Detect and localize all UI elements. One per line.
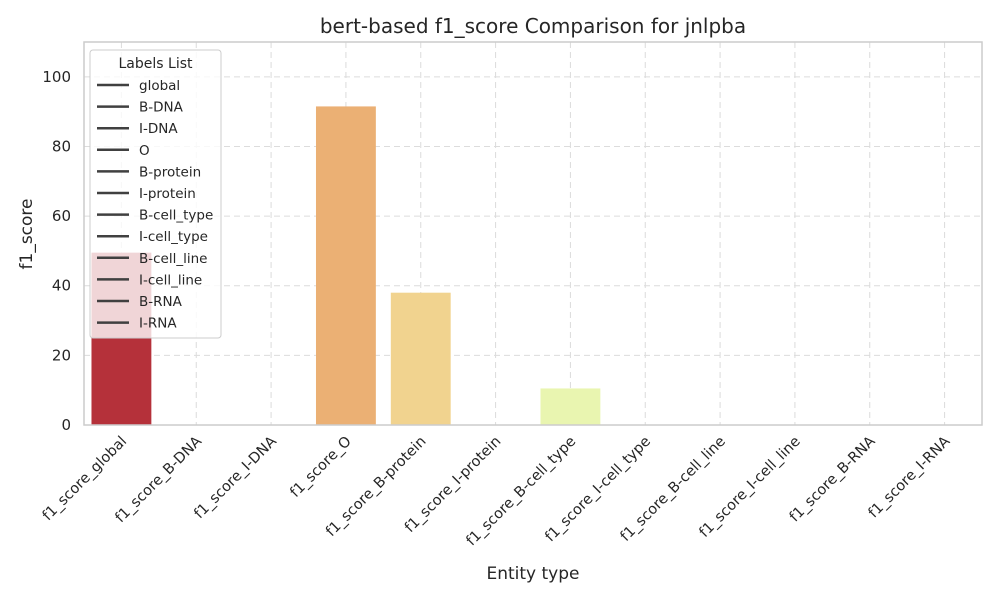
plot-frame	[83, 41, 983, 426]
legend-entry: B-cell_type	[139, 208, 213, 224]
legend-title: Labels List	[119, 56, 193, 72]
y-tick-label: 80	[52, 137, 71, 155]
bar	[390, 292, 451, 425]
x-axis-label: Entity type	[486, 564, 579, 584]
legend-entry: global	[139, 78, 180, 94]
x-tick-labels: f1_score_globalf1_score_B-DNAf1_score_I-…	[40, 433, 954, 549]
legend-entry: B-cell_line	[139, 251, 207, 267]
x-tick-label: f1_score_I-RNA	[866, 433, 954, 521]
y-tick-label: 0	[61, 416, 71, 434]
bar	[540, 388, 601, 425]
y-axis-label: f1_score	[17, 199, 37, 270]
y-tick-label: 60	[52, 207, 71, 225]
y-tick-label: 20	[52, 346, 71, 364]
legend-entry: I-cell_line	[139, 272, 202, 288]
legend-entry: O	[139, 143, 150, 159]
bar	[315, 106, 376, 425]
y-tick-label: 40	[52, 277, 71, 295]
legend-box	[89, 49, 222, 339]
x-tick-label: f1_score_I-DNA	[191, 433, 280, 522]
legend-entry: B-protein	[139, 164, 201, 180]
legend-entry: I-RNA	[139, 316, 177, 332]
y-tick-label: 100	[42, 68, 71, 86]
legend-entry: B-DNA	[139, 100, 184, 116]
legend: Labels List global B-DNA I-DNA O B-protein I-…	[89, 49, 222, 339]
y-tick-labels: 0 20 40 60 80 100	[42, 68, 71, 434]
legend-entry: B-RNA	[139, 294, 183, 310]
legend-entry: I-cell_type	[139, 229, 208, 245]
x-tick-label: f1_score_O	[287, 434, 354, 501]
legend-entry: I-protein	[139, 186, 196, 202]
legend-entry: I-DNA	[139, 121, 178, 137]
chart-title: bert-based f1_score Comparison for jnlpb…	[320, 14, 746, 38]
